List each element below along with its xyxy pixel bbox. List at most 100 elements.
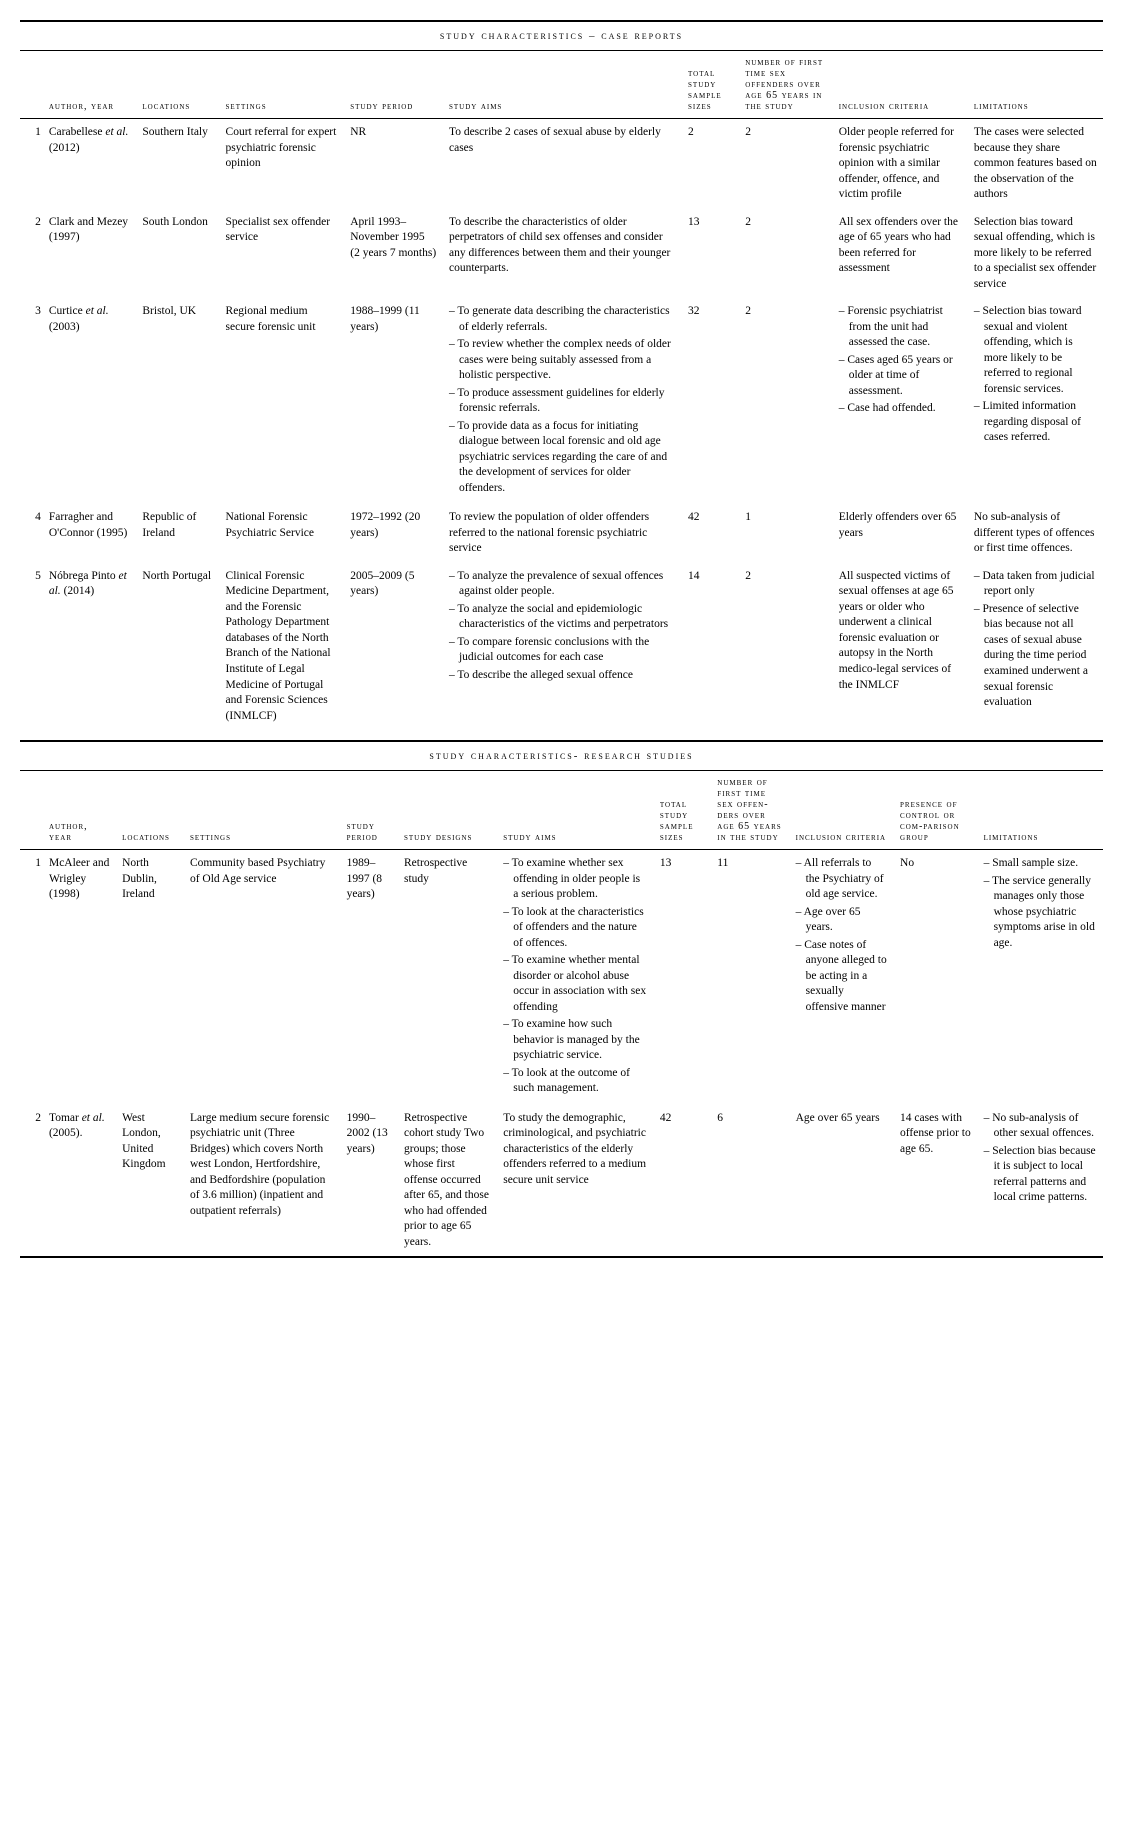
- col-author: author, year: [43, 771, 116, 850]
- cell-idx: 4: [20, 504, 43, 563]
- col-inclusion: inclusion criteria: [790, 771, 894, 850]
- cell-total: 2: [682, 119, 739, 209]
- cell-settings: Community based Psychiatry of Old Age se…: [184, 850, 341, 1105]
- cell-total: 32: [682, 298, 739, 504]
- cell-inclusion: All suspected victims of sexual offenses…: [833, 563, 968, 730]
- cell-total: 14: [682, 563, 739, 730]
- col-limitations: limitations: [968, 51, 1103, 119]
- cell-idx: 2: [20, 209, 43, 299]
- table-row: 2Tomar et al. (2005).West London, United…: [20, 1105, 1103, 1258]
- cell-inclusion: Older people referred for forensic psych…: [833, 119, 968, 209]
- cell-settings: Court referral for expert psychiatric fo…: [220, 119, 345, 209]
- cell-offenders: 2: [739, 209, 833, 299]
- col-total: total study sample sizes: [682, 51, 739, 119]
- research-studies-table: author, year locations settings study pe…: [20, 771, 1103, 1258]
- cell-locations: Southern Italy: [136, 119, 219, 209]
- case-reports-table: author, year locations settings study pe…: [20, 51, 1103, 730]
- cell-locations: West London, United Kingdom: [116, 1105, 184, 1258]
- cell-total: 13: [654, 850, 711, 1105]
- col-locations: locations: [136, 51, 219, 119]
- cell-period: 1988–1999 (11 years): [344, 298, 443, 504]
- col-aims: study aims: [497, 771, 654, 850]
- col-designs: study designs: [398, 771, 497, 850]
- cell-limitations: Data taken from judicial report onlyPres…: [968, 563, 1103, 730]
- cell-period: 1990–2002 (13 years): [341, 1105, 398, 1258]
- cell-control: No: [894, 850, 978, 1105]
- cell-locations: North Dublin, Ireland: [116, 850, 184, 1105]
- col-author: author, year: [43, 51, 137, 119]
- cell-author: Nóbrega Pinto et al. (2014): [43, 563, 137, 730]
- cell-settings: National Forensic Psychiatric Service: [220, 504, 345, 563]
- col-period: study period: [344, 51, 443, 119]
- cell-settings: Regional medium secure forensic unit: [220, 298, 345, 504]
- cell-offenders: 6: [711, 1105, 789, 1258]
- cell-author: Curtice et al. (2003): [43, 298, 137, 504]
- cell-aims: To examine whether sex offending in olde…: [497, 850, 654, 1105]
- cell-author: Clark and Mezey (1997): [43, 209, 137, 299]
- col-idx: [20, 771, 43, 850]
- cell-aims: To analyze the prevalence of sexual offe…: [443, 563, 682, 730]
- section1-title: study characteristics – case reports: [20, 20, 1103, 51]
- col-period: study period: [341, 771, 398, 850]
- cell-locations: North Portugal: [136, 563, 219, 730]
- cell-period: 1972–1992 (20 years): [344, 504, 443, 563]
- cell-settings: Specialist sex offender service: [220, 209, 345, 299]
- cell-aims: To study the demographic, criminological…: [497, 1105, 654, 1258]
- cell-limitations: Selection bias toward sexual offending, …: [968, 209, 1103, 299]
- cell-offenders: 2: [739, 563, 833, 730]
- col-locations: locations: [116, 771, 184, 850]
- cell-author: Carabellese et al. (2012): [43, 119, 137, 209]
- cell-inclusion: All referrals to the Psychiatry of old a…: [790, 850, 894, 1105]
- cell-aims: To review the population of older offend…: [443, 504, 682, 563]
- col-limitations: limitations: [978, 771, 1103, 850]
- cell-inclusion: Elderly offenders over 65 years: [833, 504, 968, 563]
- table-header-row: author, year locations settings study pe…: [20, 51, 1103, 119]
- cell-inclusion: All sex offenders over the age of 65 yea…: [833, 209, 968, 299]
- table-row: 4Farragher and O'Connor (1995)Republic o…: [20, 504, 1103, 563]
- cell-idx: 3: [20, 298, 43, 504]
- table-row: 1Carabellese et al. (2012)Southern Italy…: [20, 119, 1103, 209]
- cell-period: 1989–1997 (8 years): [341, 850, 398, 1105]
- cell-limitations: The cases were selected because they sha…: [968, 119, 1103, 209]
- cell-limitations: Small sample size.The service generally …: [978, 850, 1103, 1105]
- cell-author: Farragher and O'Connor (1995): [43, 504, 137, 563]
- cell-period: 2005–2009 (5 years): [344, 563, 443, 730]
- cell-settings: Large medium secure forensic psychiatric…: [184, 1105, 341, 1258]
- cell-locations: South London: [136, 209, 219, 299]
- cell-offenders: 1: [739, 504, 833, 563]
- cell-aims: To generate data describing the characte…: [443, 298, 682, 504]
- col-inclusion: inclusion criteria: [833, 51, 968, 119]
- cell-limitations: Selection bias toward sexual and violent…: [968, 298, 1103, 504]
- cell-offenders: 2: [739, 119, 833, 209]
- table-header-row: author, year locations settings study pe…: [20, 771, 1103, 850]
- cell-period: NR: [344, 119, 443, 209]
- table-row: 2Clark and Mezey (1997)South LondonSpeci…: [20, 209, 1103, 299]
- cell-locations: Bristol, UK: [136, 298, 219, 504]
- cell-offenders: 2: [739, 298, 833, 504]
- section2-title: study characteristics- research studies: [20, 740, 1103, 771]
- cell-idx: 1: [20, 850, 43, 1105]
- cell-limitations: No sub-analysis of other sexual offences…: [978, 1105, 1103, 1258]
- cell-total: 13: [682, 209, 739, 299]
- col-settings: settings: [184, 771, 341, 850]
- cell-aims: To describe the characteristics of older…: [443, 209, 682, 299]
- col-idx: [20, 51, 43, 119]
- col-offenders: number of first time sex offenders over …: [739, 51, 833, 119]
- cell-idx: 5: [20, 563, 43, 730]
- table-row: 5Nóbrega Pinto et al. (2014)North Portug…: [20, 563, 1103, 730]
- col-settings: settings: [220, 51, 345, 119]
- cell-idx: 2: [20, 1105, 43, 1258]
- col-offenders: number of first time sex offen-ders over…: [711, 771, 789, 850]
- col-control: presence of control or com-parison group: [894, 771, 978, 850]
- col-aims: study aims: [443, 51, 682, 119]
- cell-aims: To describe 2 cases of sexual abuse by e…: [443, 119, 682, 209]
- table-row: 1McAleer and Wrigley (1998)North Dublin,…: [20, 850, 1103, 1105]
- cell-offenders: 11: [711, 850, 789, 1105]
- cell-limitations: No sub-analysis of different types of of…: [968, 504, 1103, 563]
- cell-total: 42: [682, 504, 739, 563]
- cell-period: April 1993–November 1995 (2 years 7 mont…: [344, 209, 443, 299]
- cell-locations: Republic of Ireland: [136, 504, 219, 563]
- cell-settings: Clinical Forensic Medicine Department, a…: [220, 563, 345, 730]
- cell-control: 14 cases with offense prior to age 65.: [894, 1105, 978, 1258]
- cell-designs: Retrospective cohort study Two groups; t…: [398, 1105, 497, 1258]
